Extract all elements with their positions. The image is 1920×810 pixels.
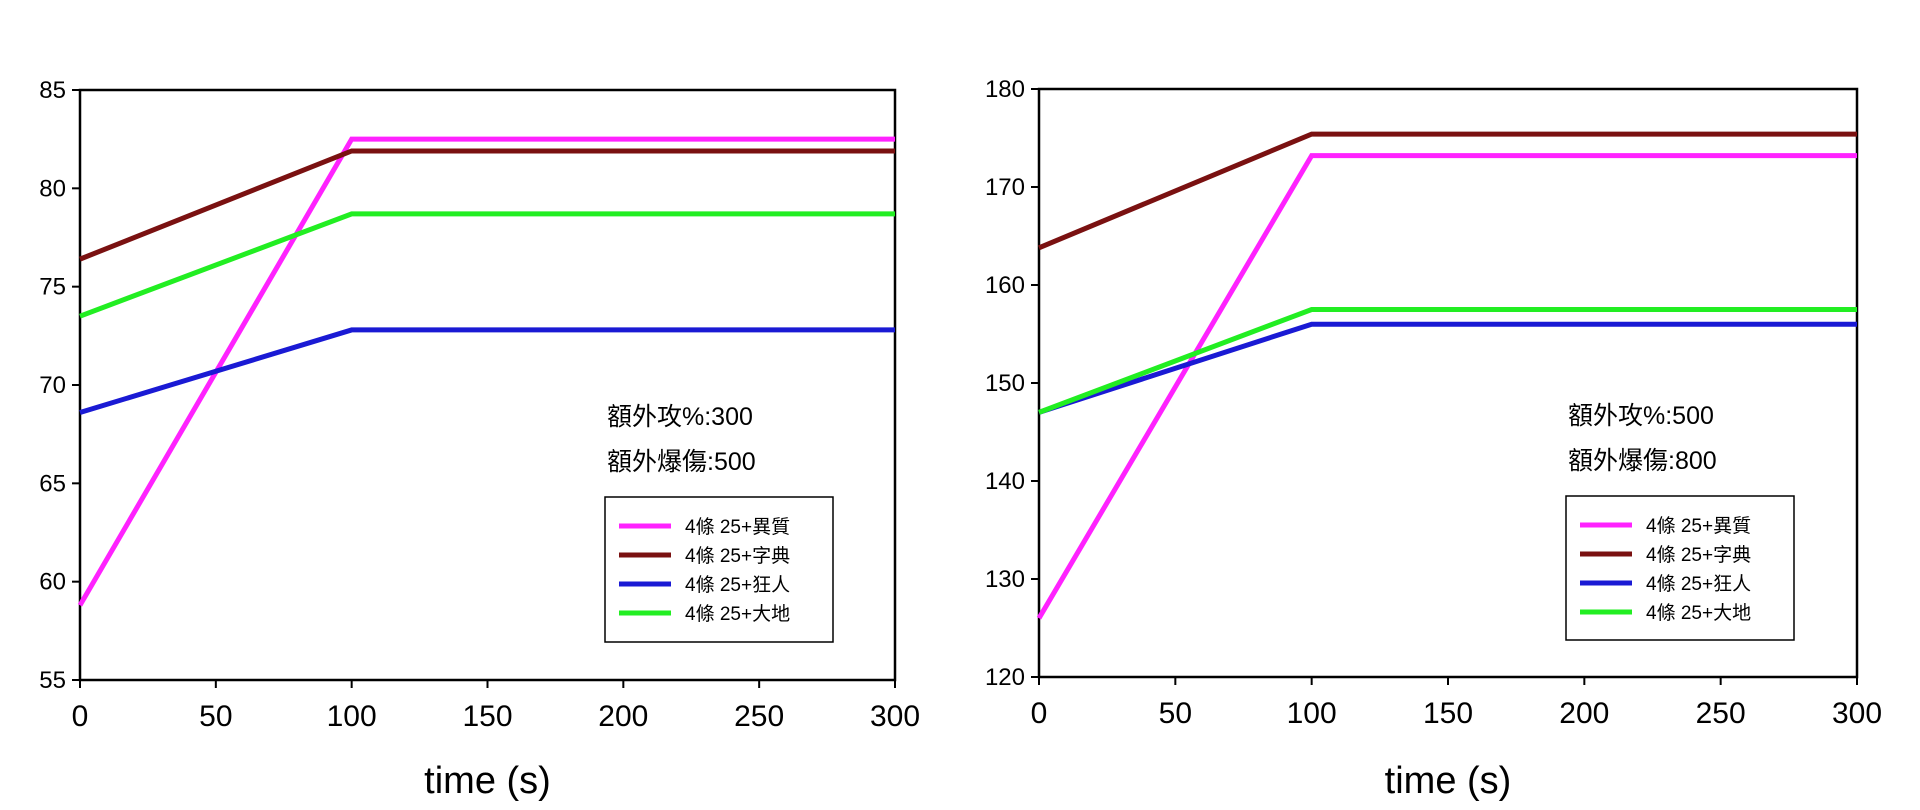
legend-entry-label: 4條 25+大地 bbox=[1646, 602, 1751, 624]
y-tick-label: 170 bbox=[985, 174, 1025, 201]
x-tick-label: 150 bbox=[1423, 697, 1473, 730]
legend-entry-label: 4條 25+狂人 bbox=[685, 574, 790, 596]
y-tick-label: 180 bbox=[985, 76, 1025, 103]
y-tick-label: 65 bbox=[39, 470, 66, 497]
y-tick-label: 75 bbox=[39, 274, 66, 301]
y-tick-label: 85 bbox=[39, 77, 66, 104]
x-tick-label: 0 bbox=[72, 700, 89, 733]
series-line-4 bbox=[1038, 307, 1857, 415]
y-tick-label: 120 bbox=[985, 664, 1025, 691]
y-tick-label: 130 bbox=[985, 566, 1025, 593]
y-tick-label: 55 bbox=[39, 667, 66, 694]
x-tick-label: 250 bbox=[734, 700, 784, 733]
legend-entry-label: 4條 25+狂人 bbox=[1646, 573, 1751, 595]
x-tick-label: 100 bbox=[327, 700, 377, 733]
legend-entry-label: 4條 25+大地 bbox=[685, 603, 790, 625]
x-axis-label: time (s) bbox=[1385, 760, 1512, 802]
chart-panel-2: 120 130 140 150 160 170 180 0 50 100 150 200 250 300 t… bbox=[985, 76, 1882, 802]
x-tick-label: 50 bbox=[199, 700, 232, 733]
legend: 4條 25+異質 4條 25+字典 4條 25+狂人 4條 25+大地 bbox=[604, 496, 834, 643]
x-tick-label: 200 bbox=[598, 700, 648, 733]
series-line-3 bbox=[79, 327, 895, 415]
legend-entry-label: 4條 25+字典 bbox=[685, 545, 790, 567]
y-tick-label: 150 bbox=[985, 370, 1025, 397]
y-tick-label: 80 bbox=[39, 175, 66, 202]
legend-entry-label: 4條 25+字典 bbox=[1646, 544, 1751, 566]
series-line-3 bbox=[1038, 321, 1857, 415]
legend-entry-label: 4條 25+異質 bbox=[1646, 515, 1751, 537]
x-axis-label: time (s) bbox=[424, 760, 551, 802]
x-tick-label: 50 bbox=[1159, 697, 1192, 730]
annotation-text: 額外爆傷:500 bbox=[607, 448, 756, 476]
x-tick-label: 200 bbox=[1559, 697, 1609, 730]
legend: 4條 25+異質 4條 25+字典 4條 25+狂人 4條 25+大地 bbox=[1565, 495, 1795, 641]
series-line-1 bbox=[1036, 153, 1857, 620]
annotation-text: 額外爆傷:800 bbox=[1568, 447, 1717, 475]
y-tick-label: 60 bbox=[39, 569, 66, 596]
y-tick-label: 160 bbox=[985, 272, 1025, 299]
x-tick-label: 300 bbox=[870, 700, 920, 733]
series-line-2 bbox=[79, 148, 895, 262]
x-tick-label: 100 bbox=[1287, 697, 1337, 730]
legend-entry-label: 4條 25+異質 bbox=[685, 516, 790, 538]
y-tick-label: 140 bbox=[985, 468, 1025, 495]
x-tick-label: 250 bbox=[1696, 697, 1746, 730]
x-tick-label: 150 bbox=[462, 700, 512, 733]
series-line-4 bbox=[79, 211, 895, 319]
annotation-text: 額外攻%:300 bbox=[607, 403, 753, 431]
series-line-1 bbox=[77, 136, 895, 607]
series-line-2 bbox=[1038, 131, 1857, 251]
legend-frame bbox=[1565, 495, 1795, 641]
y-tick-label: 70 bbox=[39, 372, 66, 399]
annotation-text: 額外攻%:500 bbox=[1568, 402, 1714, 430]
x-tick-label: 0 bbox=[1031, 697, 1048, 730]
chart-panel-1: 55 60 65 70 75 80 85 0 50 100 150 200 250 300 time (s)… bbox=[39, 77, 920, 802]
legend-frame bbox=[604, 496, 834, 643]
x-tick-label: 300 bbox=[1832, 697, 1882, 730]
